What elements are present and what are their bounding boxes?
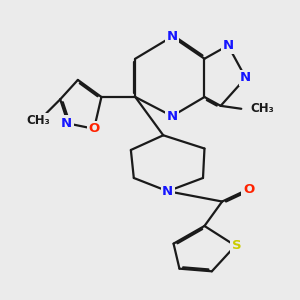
Text: N: N	[162, 185, 173, 198]
Text: N: N	[61, 117, 72, 130]
Text: O: O	[243, 183, 254, 196]
Text: N: N	[223, 39, 234, 52]
Text: CH₃: CH₃	[27, 114, 51, 127]
Text: N: N	[167, 30, 178, 43]
Text: N: N	[240, 71, 251, 84]
Text: S: S	[232, 239, 242, 252]
Text: CH₃: CH₃	[250, 102, 274, 115]
Text: N: N	[167, 110, 178, 123]
Text: O: O	[88, 122, 100, 135]
